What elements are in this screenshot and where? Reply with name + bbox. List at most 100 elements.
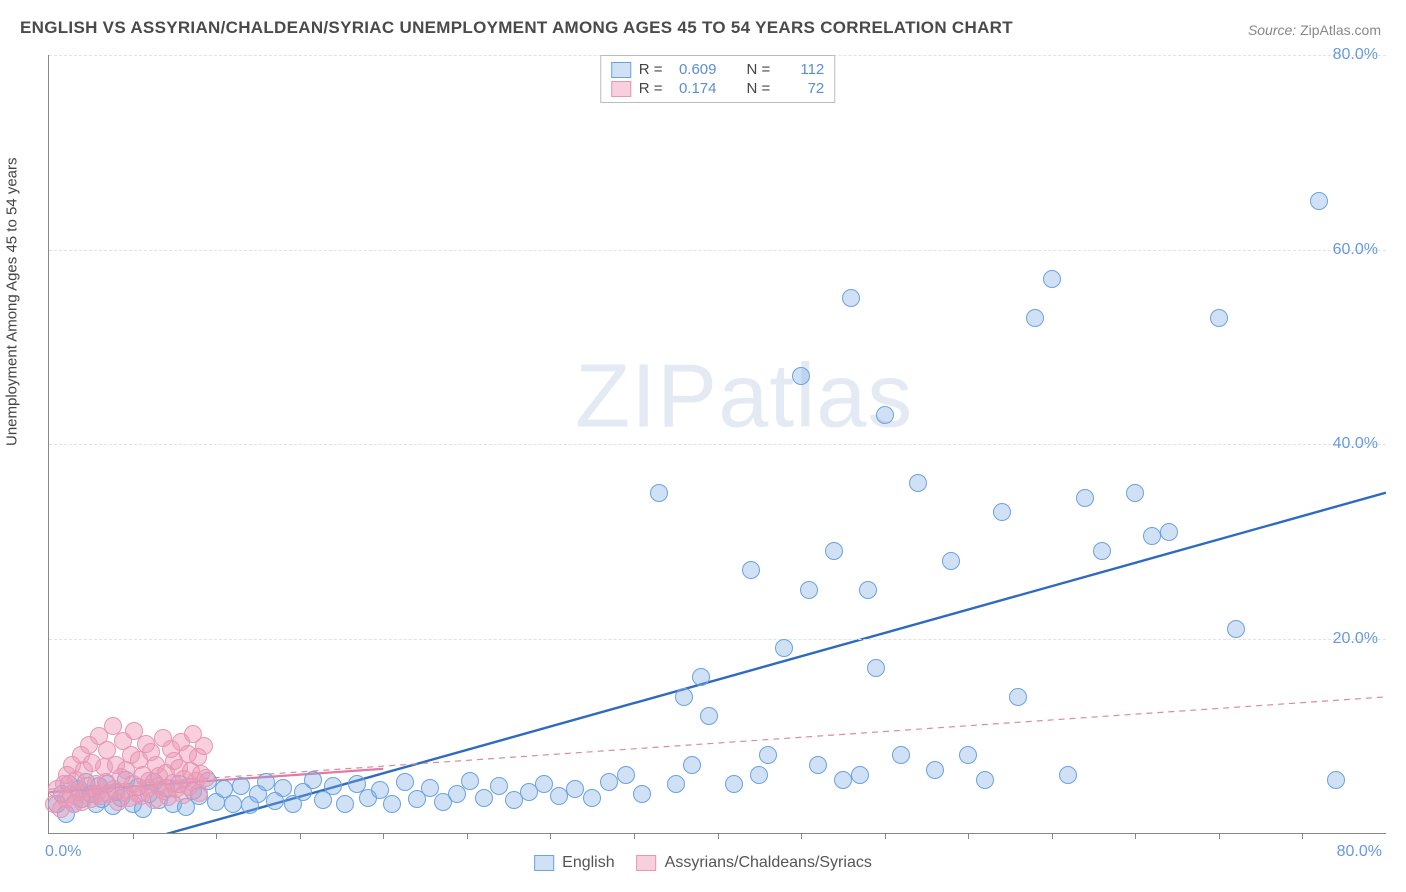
legend-item-english: English bbox=[534, 854, 614, 872]
y-tick-label: 80.0% bbox=[1333, 46, 1378, 64]
data-point bbox=[1059, 766, 1077, 784]
x-tick bbox=[1219, 833, 1220, 839]
r-label: R = bbox=[639, 80, 663, 97]
legend-label-assyrians: Assyrians/Chaldeans/Syriacs bbox=[665, 854, 872, 872]
x-tick-max-label: 80.0% bbox=[1337, 843, 1382, 861]
data-point bbox=[909, 474, 927, 492]
legend-row-english: R = 0.609 N = 112 bbox=[611, 60, 825, 79]
data-point bbox=[617, 766, 635, 784]
data-point bbox=[650, 484, 668, 502]
data-point bbox=[1210, 309, 1228, 327]
series-legend: English Assyrians/Chaldeans/Syriacs bbox=[534, 854, 872, 872]
data-point bbox=[1076, 489, 1094, 507]
data-point bbox=[942, 552, 960, 570]
data-point bbox=[1310, 192, 1328, 210]
data-point bbox=[809, 756, 827, 774]
r-label: R = bbox=[639, 61, 663, 78]
data-point bbox=[1160, 523, 1178, 541]
source-attribution: Source: ZipAtlas.com bbox=[1248, 22, 1381, 38]
swatch-english bbox=[534, 855, 554, 871]
data-point bbox=[1043, 270, 1061, 288]
n-value-assyrians: 72 bbox=[778, 80, 824, 97]
r-value-assyrians: 0.174 bbox=[671, 80, 717, 97]
x-tick bbox=[801, 833, 802, 839]
swatch-assyrians bbox=[611, 81, 631, 97]
data-point bbox=[692, 668, 710, 686]
n-value-english: 112 bbox=[778, 61, 824, 78]
watermark-zip: ZIP bbox=[575, 347, 718, 447]
data-point bbox=[383, 795, 401, 813]
data-point bbox=[195, 737, 213, 755]
data-point bbox=[1126, 484, 1144, 502]
data-point bbox=[851, 766, 869, 784]
data-point bbox=[825, 542, 843, 560]
data-point bbox=[600, 773, 618, 791]
y-axis-label: Unemployment Among Ages 45 to 54 years bbox=[4, 157, 21, 446]
gridline bbox=[49, 639, 1386, 640]
x-tick bbox=[885, 833, 886, 839]
x-tick bbox=[216, 833, 217, 839]
x-tick bbox=[383, 833, 384, 839]
data-point bbox=[1327, 771, 1345, 789]
x-tick bbox=[718, 833, 719, 839]
data-point bbox=[1009, 688, 1027, 706]
data-point bbox=[867, 659, 885, 677]
data-point bbox=[725, 775, 743, 793]
gridline bbox=[49, 444, 1386, 445]
source-label: Source: bbox=[1248, 22, 1296, 38]
data-point bbox=[448, 785, 466, 803]
data-point bbox=[742, 561, 760, 579]
x-tick-origin-label: 0.0% bbox=[45, 843, 81, 861]
data-point bbox=[190, 784, 208, 802]
data-point bbox=[892, 746, 910, 764]
data-point bbox=[461, 772, 479, 790]
watermark: ZIPatlas bbox=[575, 346, 913, 449]
x-tick bbox=[1302, 833, 1303, 839]
y-tick-label: 60.0% bbox=[1333, 241, 1378, 259]
x-tick bbox=[133, 833, 134, 839]
swatch-assyrians bbox=[637, 855, 657, 871]
correlation-legend: R = 0.609 N = 112 R = 0.174 N = 72 bbox=[600, 55, 836, 103]
x-tick bbox=[1052, 833, 1053, 839]
data-point bbox=[396, 773, 414, 791]
data-point bbox=[324, 777, 342, 795]
data-point bbox=[1143, 527, 1161, 545]
x-tick bbox=[634, 833, 635, 839]
data-point bbox=[257, 773, 275, 791]
data-point bbox=[775, 639, 793, 657]
data-point bbox=[926, 761, 944, 779]
r-value-english: 0.609 bbox=[671, 61, 717, 78]
swatch-english bbox=[611, 62, 631, 78]
gridline bbox=[49, 250, 1386, 251]
watermark-atlas: atlas bbox=[718, 347, 913, 447]
y-tick-label: 20.0% bbox=[1333, 630, 1378, 648]
x-tick bbox=[467, 833, 468, 839]
data-point bbox=[224, 795, 242, 813]
data-point bbox=[304, 771, 322, 789]
data-point bbox=[1026, 309, 1044, 327]
data-point bbox=[959, 746, 977, 764]
data-point bbox=[700, 707, 718, 725]
x-tick bbox=[968, 833, 969, 839]
data-point bbox=[976, 771, 994, 789]
n-label: N = bbox=[747, 80, 771, 97]
data-point bbox=[1227, 620, 1245, 638]
data-point bbox=[566, 780, 584, 798]
legend-row-assyrians: R = 0.174 N = 72 bbox=[611, 79, 825, 98]
data-point bbox=[859, 581, 877, 599]
data-point bbox=[667, 775, 685, 793]
data-point bbox=[792, 367, 810, 385]
data-point bbox=[490, 777, 508, 795]
data-point bbox=[834, 771, 852, 789]
data-point bbox=[475, 789, 493, 807]
data-point bbox=[675, 688, 693, 706]
data-point bbox=[759, 746, 777, 764]
data-point bbox=[800, 581, 818, 599]
data-point bbox=[197, 769, 215, 787]
x-tick bbox=[300, 833, 301, 839]
data-point bbox=[550, 787, 568, 805]
data-point bbox=[750, 766, 768, 784]
n-label: N = bbox=[747, 61, 771, 78]
data-point bbox=[683, 756, 701, 774]
data-point bbox=[583, 789, 601, 807]
